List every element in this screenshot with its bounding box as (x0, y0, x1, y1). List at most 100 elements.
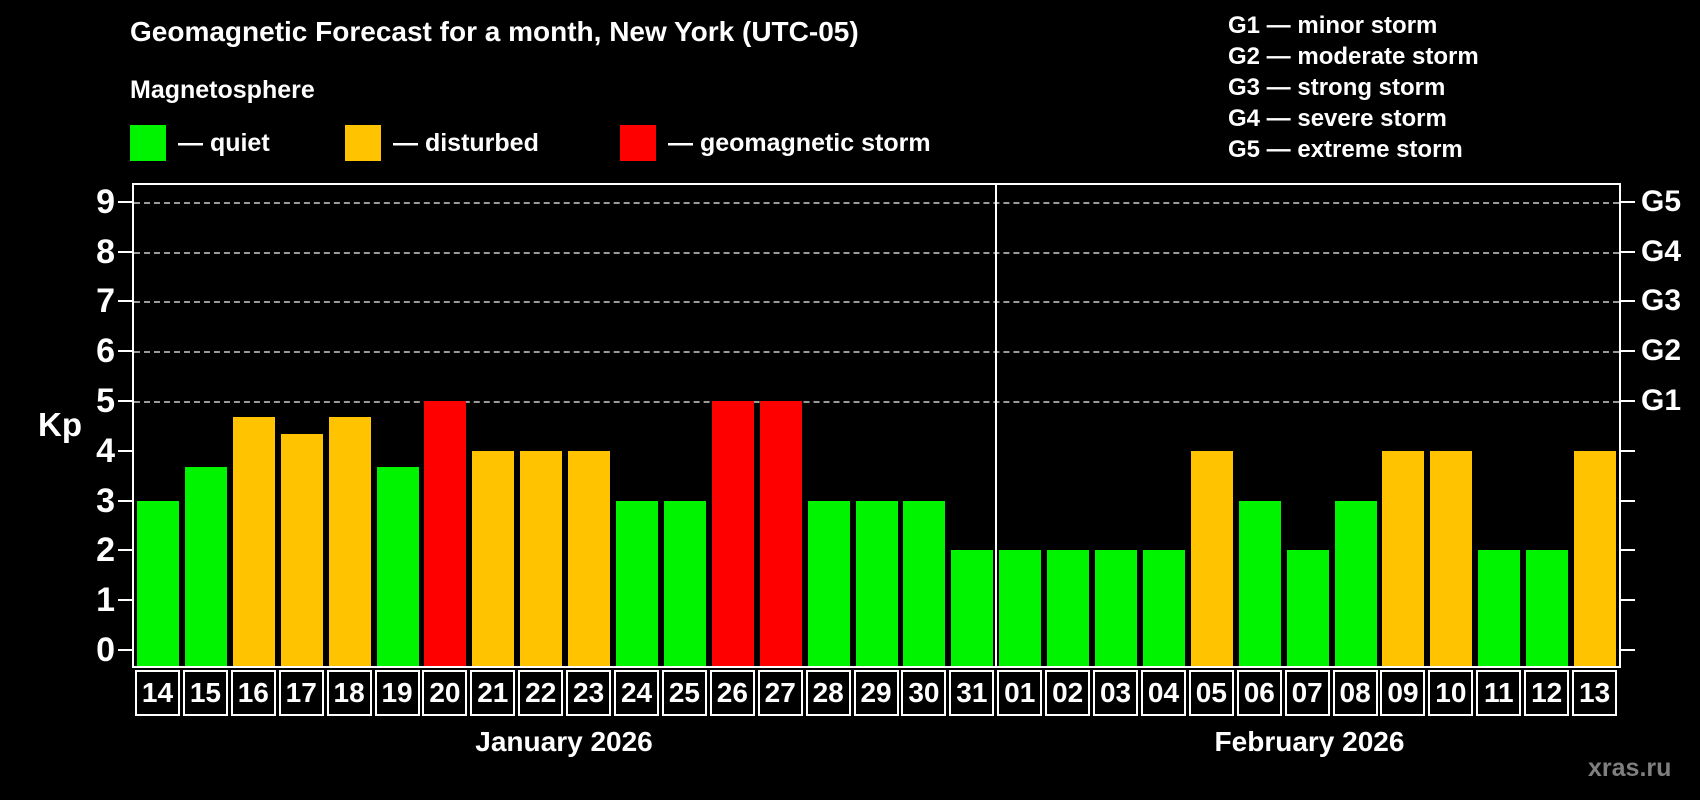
g-scale-label-g4: G4 (1641, 234, 1682, 268)
y-axis-tick-right-5 (1621, 400, 1635, 402)
day-label-20: 20 (422, 670, 468, 716)
bar-day-11 (1478, 550, 1521, 666)
y-axis-label-7: 7 (96, 282, 115, 321)
chart-subtitle: Magnetosphere (130, 76, 315, 104)
day-label-18: 18 (326, 670, 372, 716)
bar-day-28 (807, 500, 850, 666)
y-axis-label-6: 6 (96, 332, 115, 371)
storm-scale-line-g5: G5 — extreme storm (1228, 136, 1463, 163)
bar-day-12 (1526, 550, 1569, 666)
day-label-23: 23 (566, 670, 612, 716)
y-axis-tick-left-0 (118, 649, 132, 651)
month-label-january: January 2026 (475, 726, 653, 757)
y-axis-tick-left-7 (118, 300, 132, 303)
day-label-28: 28 (805, 670, 851, 716)
bar-day-19 (376, 467, 419, 666)
bar-day-26 (711, 401, 754, 666)
g-scale-label-g1: G1 (1641, 384, 1682, 417)
bar-day-23 (568, 450, 611, 666)
y-axis-tick-right-3 (1621, 499, 1635, 502)
bar-day-06 (1238, 500, 1281, 666)
y-axis-tick-left-5 (118, 400, 132, 402)
storm-scale-line-g3: G3 — strong storm (1228, 74, 1446, 101)
bar-day-25 (663, 500, 706, 666)
bar-day-01 (999, 550, 1042, 666)
day-label-09: 09 (1380, 670, 1426, 716)
bar-day-08 (1334, 500, 1377, 666)
gridline-kp8 (134, 251, 1619, 254)
legend-item-storm: — geomagnetic storm (620, 124, 931, 162)
day-label-07: 07 (1284, 670, 1330, 716)
day-label-03: 03 (1093, 670, 1139, 716)
y-axis-label-8: 8 (96, 232, 115, 271)
y-axis-tick-left-3 (118, 499, 132, 502)
bar-day-17 (280, 434, 323, 666)
y-axis-tick-right-6 (1621, 350, 1635, 353)
legend-label-disturbed: — disturbed (393, 128, 539, 157)
storm-scale-legend: G1 — minor storm G2 — moderate storm G3 … (1228, 10, 1479, 165)
legend-swatch-quiet (130, 125, 166, 161)
bar-day-20 (424, 401, 467, 666)
y-axis-tick-right-9 (1621, 200, 1635, 203)
day-label-14: 14 (135, 670, 180, 716)
legend-swatch-disturbed (345, 125, 381, 161)
legend-item-quiet: — quiet (130, 124, 270, 162)
day-label-08: 08 (1332, 670, 1378, 716)
day-label-13: 13 (1572, 670, 1618, 716)
day-label-29: 29 (853, 670, 899, 716)
bar-day-30 (903, 500, 946, 666)
y-axis-tick-left-6 (118, 350, 132, 353)
gridline-kp6 (134, 351, 1619, 354)
day-label-16: 16 (230, 670, 276, 716)
y-axis-tick-right-8 (1621, 250, 1635, 253)
y-axis-label-3: 3 (96, 481, 115, 520)
y-axis-tick-right-2 (1621, 549, 1635, 552)
day-label-12: 12 (1524, 670, 1570, 716)
y-axis-tick-right-1 (1621, 599, 1635, 602)
gridline-kp7 (134, 301, 1619, 304)
bar-day-27 (759, 401, 802, 666)
legend-label-storm: — geomagnetic storm (668, 128, 931, 157)
y-axis-label-0: 0 (96, 631, 115, 669)
day-label-21: 21 (470, 670, 516, 716)
bar-day-21 (472, 450, 515, 666)
y-axis-label-1: 1 (96, 581, 115, 620)
day-label-27: 27 (757, 670, 803, 716)
y-axis-label-4: 4 (96, 431, 115, 470)
bar-day-22 (520, 450, 563, 666)
plot-inner (134, 185, 1619, 666)
bar-day-10 (1430, 450, 1473, 666)
storm-scale-line-g2: G2 — moderate storm (1228, 43, 1479, 70)
day-label-22: 22 (518, 670, 564, 716)
bar-day-13 (1574, 450, 1617, 666)
storm-scale-line-g1: G1 — minor storm (1228, 12, 1438, 39)
y-axis-label-2: 2 (96, 531, 115, 570)
y-axis-label-5: 5 (96, 382, 115, 420)
day-label-31: 31 (949, 670, 995, 716)
plot-area (132, 183, 1621, 668)
bar-day-16 (232, 417, 275, 666)
day-label-01: 01 (997, 670, 1043, 716)
day-label-24: 24 (614, 670, 660, 716)
legend-label-quiet: — quiet (178, 128, 270, 157)
bar-day-18 (328, 417, 371, 666)
day-label-11: 11 (1476, 670, 1522, 716)
watermark: xras.ru (1588, 754, 1672, 782)
bar-day-04 (1142, 550, 1185, 666)
legend-swatch-storm (620, 125, 656, 161)
day-label-25: 25 (661, 670, 707, 716)
kp-axis-label: Kp (38, 406, 82, 443)
y-axis-tick-left-1 (118, 599, 132, 602)
y-axis-tick-right-0 (1621, 649, 1635, 651)
bar-day-24 (616, 500, 659, 666)
bar-day-14 (137, 500, 179, 666)
gridline-kp9 (134, 201, 1619, 204)
bar-day-03 (1095, 550, 1138, 666)
day-label-04: 04 (1140, 670, 1186, 716)
day-label-26: 26 (709, 670, 755, 716)
day-label-02: 02 (1045, 670, 1091, 716)
day-label-30: 30 (901, 670, 947, 716)
day-label-10: 10 (1428, 670, 1474, 716)
y-axis-tick-right-4 (1621, 449, 1635, 452)
y-axis-tick-left-4 (118, 449, 132, 452)
